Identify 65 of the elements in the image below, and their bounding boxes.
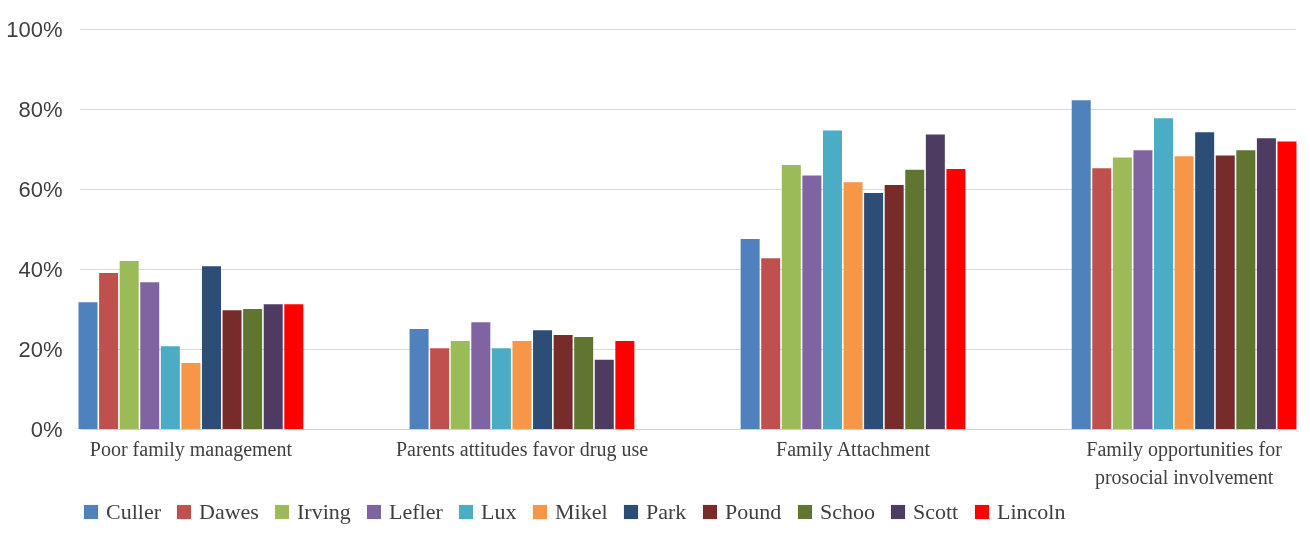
y-tick-label: 60%	[18, 176, 63, 202]
legend-label: Pound	[725, 499, 782, 524]
bar	[140, 282, 160, 429]
bar	[99, 273, 119, 429]
bar	[1071, 100, 1091, 429]
y-tick-label: 80%	[18, 96, 63, 122]
y-tick-label: 100%	[6, 16, 63, 42]
y-tick-label: 40%	[18, 256, 63, 282]
bar	[222, 310, 242, 429]
bar	[284, 304, 304, 429]
bar	[409, 329, 429, 429]
bar	[802, 175, 822, 429]
bar	[740, 239, 760, 429]
bar	[1154, 118, 1174, 429]
legend-label: Schoo	[820, 499, 875, 524]
bar	[119, 261, 139, 429]
bar	[533, 330, 553, 429]
bar	[243, 309, 263, 429]
legend-label: Dawes	[199, 499, 259, 524]
bar	[450, 341, 470, 429]
legend-label: Culler	[106, 499, 162, 524]
legend-label: Lux	[481, 499, 517, 524]
legend-label: Lefler	[389, 499, 444, 524]
bar	[553, 335, 573, 429]
bar	[263, 304, 283, 429]
bar	[761, 258, 781, 429]
bar	[512, 341, 532, 429]
legend-label: Lincoln	[997, 499, 1066, 524]
bar	[491, 348, 511, 429]
bar	[1092, 168, 1112, 429]
bar	[1195, 132, 1215, 429]
bar	[574, 337, 594, 429]
bar	[1133, 150, 1153, 429]
legend-label: Scott	[913, 499, 959, 524]
bar	[1112, 157, 1132, 429]
bar	[822, 130, 842, 429]
y-tick-label: 20%	[18, 336, 63, 362]
bar	[843, 182, 863, 429]
bar	[1277, 141, 1297, 429]
bar	[1174, 156, 1194, 429]
bar	[925, 134, 945, 429]
bar	[1236, 150, 1256, 429]
x-tick-label: Poor family management	[89, 437, 293, 461]
legend-label: Irving	[297, 499, 351, 524]
bar	[1256, 138, 1276, 429]
bar	[201, 266, 221, 429]
bar	[594, 359, 614, 429]
bar	[181, 363, 201, 429]
bar	[430, 348, 450, 429]
x-tick-label: Family Attachment	[776, 437, 931, 461]
bar	[78, 302, 98, 429]
y-tick-label: 0%	[30, 416, 63, 442]
bar	[160, 346, 180, 429]
x-tick-label: Family opportunities for prosocial involvement	[1086, 437, 1283, 489]
bar	[1215, 155, 1235, 429]
legend-label: Mikel	[555, 499, 608, 524]
bar	[781, 165, 801, 429]
bar	[864, 193, 884, 429]
x-tick-label: Parents attitudes favor drug use	[395, 437, 649, 461]
legend-label: Park	[646, 499, 687, 524]
bar	[884, 185, 904, 429]
bar	[905, 169, 925, 429]
bar	[946, 169, 966, 429]
bar	[615, 341, 635, 429]
bar	[471, 322, 491, 429]
